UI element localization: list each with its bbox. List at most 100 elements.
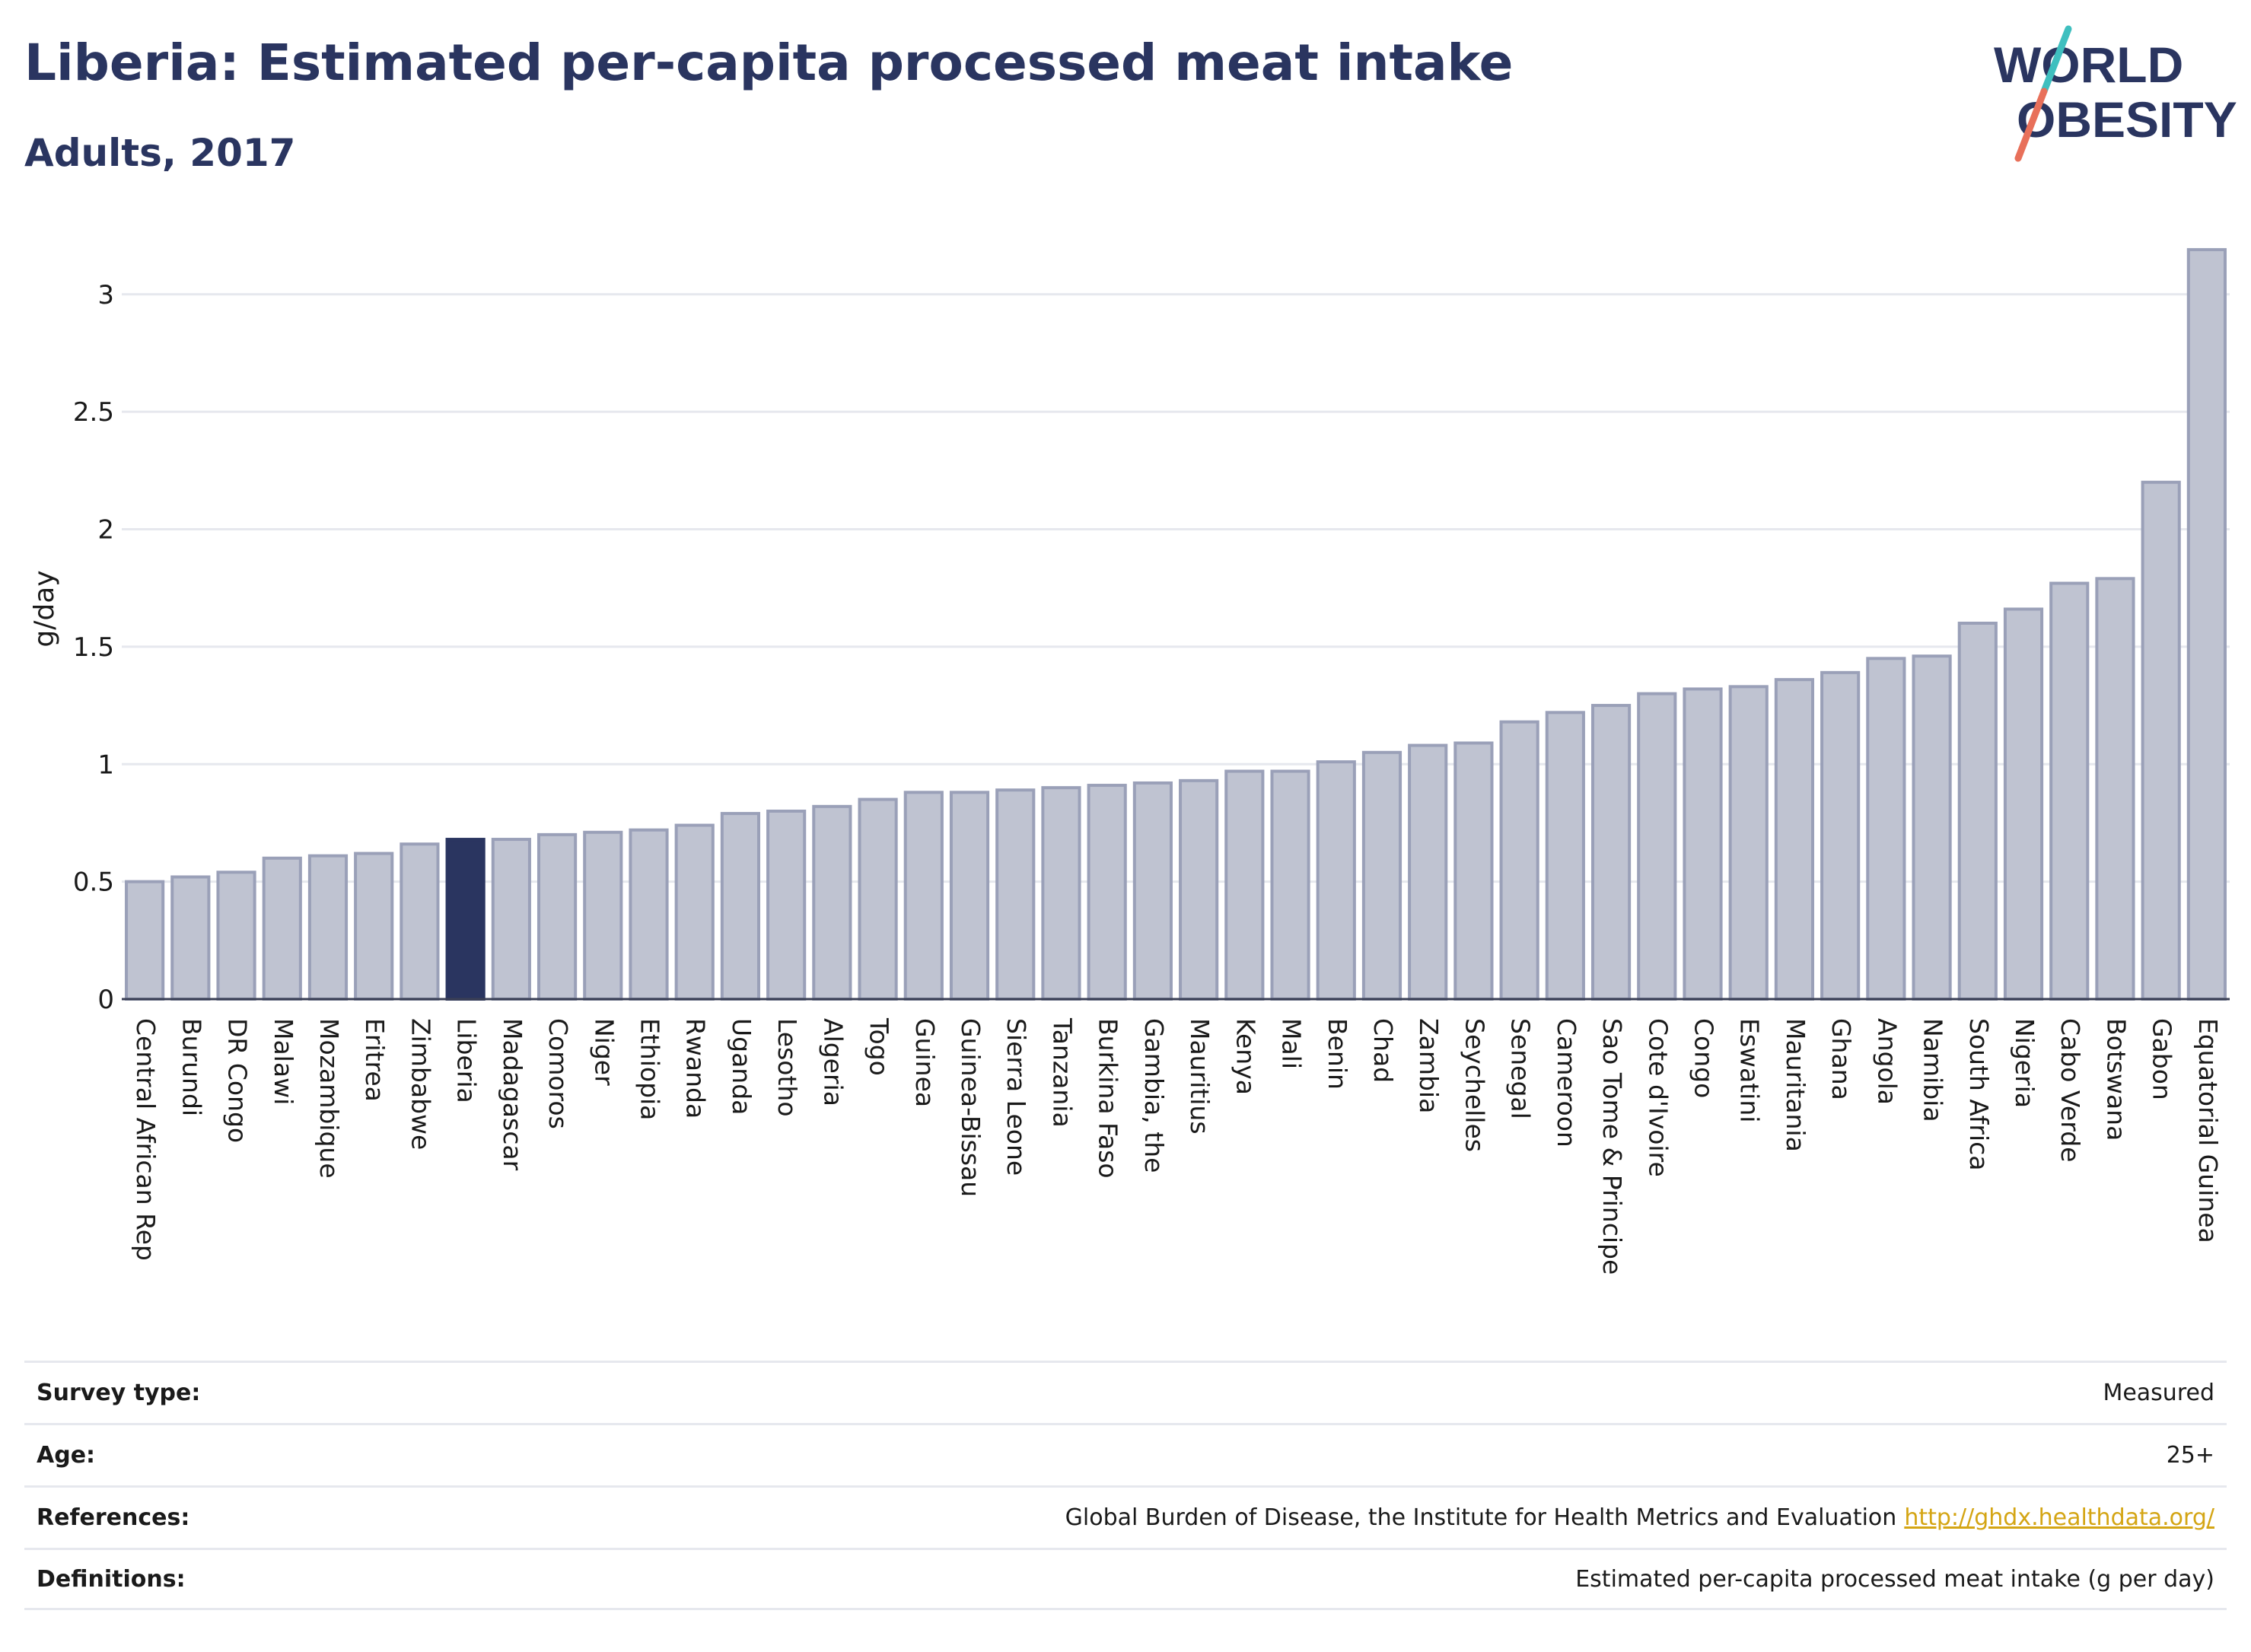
bar[interactable] xyxy=(1820,670,1861,1001)
survey-type-row: Survey type: Measured xyxy=(24,1361,2227,1423)
x-tick-label: Zimbabwe xyxy=(406,1018,435,1150)
bar[interactable] xyxy=(766,810,807,1001)
x-tick-label: Ghana xyxy=(1826,1018,1856,1100)
bar[interactable] xyxy=(1361,750,1402,1001)
x-tick-label: Benin xyxy=(1323,1018,1352,1090)
bar[interactable] xyxy=(583,830,623,1001)
bar[interactable] xyxy=(1637,692,1677,1001)
bar[interactable] xyxy=(2141,480,2181,1001)
x-tick-label: DR Congo xyxy=(223,1018,253,1143)
age-row: Age: 25+ xyxy=(24,1423,2227,1485)
bar[interactable] xyxy=(400,842,440,1001)
bar[interactable] xyxy=(1957,622,1998,1001)
references-label: References: xyxy=(37,1504,190,1531)
x-tick-label: Liberia xyxy=(452,1018,482,1103)
y-tick-label: 1 xyxy=(97,750,114,780)
x-tick-label: Eswatini xyxy=(1735,1018,1765,1122)
bars xyxy=(125,248,2227,1001)
x-tick-label: Angola xyxy=(1872,1018,1902,1105)
bar[interactable] xyxy=(1590,704,1632,1001)
bar[interactable] xyxy=(445,838,486,1001)
bar[interactable] xyxy=(1683,687,1723,1001)
x-tick-label: Mauritania xyxy=(1781,1018,1810,1152)
bar[interactable] xyxy=(1866,657,1906,1001)
bar[interactable] xyxy=(1316,760,1356,1001)
y-tick-label: 1.5 xyxy=(73,632,114,663)
references-row: References: Global Burden of Disease, th… xyxy=(24,1485,2227,1548)
bar[interactable] xyxy=(2095,577,2135,1001)
bar[interactable] xyxy=(629,828,669,1001)
x-tick-label: South Africa xyxy=(1964,1018,1994,1171)
references-value: Global Burden of Disease, the Institute … xyxy=(1065,1504,2214,1531)
x-tick-label: Seychelles xyxy=(1460,1018,1489,1152)
x-tick-label: Gabon xyxy=(2148,1018,2177,1100)
x-tick-label: Senegal xyxy=(1506,1018,1536,1119)
x-tick-label: Malawi xyxy=(269,1018,298,1105)
bar[interactable] xyxy=(2003,607,2044,1001)
bar[interactable] xyxy=(1728,685,1769,1001)
x-tick-label: Central African Rep xyxy=(131,1018,161,1261)
logo-line1: WORLD xyxy=(1994,37,2183,93)
bar[interactable] xyxy=(949,791,990,1001)
x-tick-label: Tanzania xyxy=(1047,1017,1077,1128)
bar[interactable] xyxy=(1087,784,1127,1001)
age-label: Age: xyxy=(37,1442,96,1469)
bar[interactable] xyxy=(307,854,349,1001)
x-tick-label: Guinea xyxy=(910,1018,940,1107)
chart-title: Liberia: Estimated per-capita processed … xyxy=(24,33,1514,92)
bar[interactable] xyxy=(354,851,394,1001)
bar[interactable] xyxy=(2049,581,2090,1001)
bar[interactable] xyxy=(536,832,578,1001)
references-text: Global Burden of Disease, the Institute … xyxy=(1065,1504,1897,1531)
x-tick-label: Guinea-Bissau xyxy=(956,1018,985,1197)
bar[interactable] xyxy=(491,838,531,1001)
bar[interactable] xyxy=(812,804,852,1001)
y-tick-label: 0 xyxy=(97,985,114,1015)
x-tick-label: Botswana xyxy=(2101,1018,2131,1141)
metadata-table: Survey type: Measured Age: 25+ Reference… xyxy=(24,1361,2227,1610)
bar[interactable] xyxy=(674,823,715,1001)
bar-chart: 0 0.5 1 1.5 2 2.5 3 Central African Rep Burundi… xyxy=(29,248,2230,1275)
bar[interactable] xyxy=(995,788,1036,1001)
x-tick-label: Cabo Verde xyxy=(2055,1018,2085,1162)
logo-slash-teal-icon xyxy=(2040,25,2072,95)
bar[interactable] xyxy=(1499,720,1539,1001)
survey-type-value: Measured xyxy=(2103,1380,2214,1406)
bar[interactable] xyxy=(1041,786,1081,1001)
y-tick-label: 2 xyxy=(97,515,114,546)
bar[interactable] xyxy=(1408,743,1448,1001)
chart-subtitle: Adults, 2017 xyxy=(24,131,296,175)
x-tick-label: Niger xyxy=(589,1018,619,1086)
bar[interactable] xyxy=(170,875,211,1001)
y-tick-label: 3 xyxy=(97,280,114,310)
bar[interactable] xyxy=(262,856,302,1001)
bar[interactable] xyxy=(125,880,165,1001)
bar[interactable] xyxy=(903,791,944,1001)
x-tick-label: Algeria xyxy=(818,1018,848,1106)
x-tick-label: Comoros xyxy=(543,1018,573,1129)
x-tick-label: Uganda xyxy=(727,1018,756,1115)
bar[interactable] xyxy=(2186,248,2227,1001)
bar[interactable] xyxy=(1453,741,1494,1001)
bar[interactable] xyxy=(1179,778,1219,1001)
x-tick-label: Lesotho xyxy=(772,1018,802,1117)
bar[interactable] xyxy=(1912,654,1952,1001)
y-tick-label: 0.5 xyxy=(73,867,114,898)
bar[interactable] xyxy=(1774,678,1815,1001)
bar[interactable] xyxy=(1132,781,1173,1001)
bar[interactable] xyxy=(216,871,256,1001)
bar[interactable] xyxy=(858,797,898,1001)
x-tick-label: Nigeria xyxy=(2010,1018,2039,1108)
bar[interactable] xyxy=(1545,711,1585,1001)
bar[interactable] xyxy=(1224,769,1265,1001)
x-tick-label: Gambia, the xyxy=(1139,1018,1169,1173)
bar[interactable] xyxy=(720,812,761,1001)
survey-type-label: Survey type: xyxy=(37,1380,201,1406)
definitions-row: Definitions: Estimated per-capita proces… xyxy=(24,1548,2227,1610)
x-tick-label: Namibia xyxy=(1918,1018,1948,1122)
references-link[interactable]: http://ghdx.healthdata.org/ xyxy=(1904,1504,2214,1531)
logo-line2: OBESITY xyxy=(2017,91,2237,148)
definitions-value: Estimated per-capita processed meat inta… xyxy=(1575,1565,2214,1593)
bar[interactable] xyxy=(1270,769,1310,1001)
x-axis-labels: Central African Rep Burundi DR Congo Malawi… xyxy=(131,1017,2223,1275)
